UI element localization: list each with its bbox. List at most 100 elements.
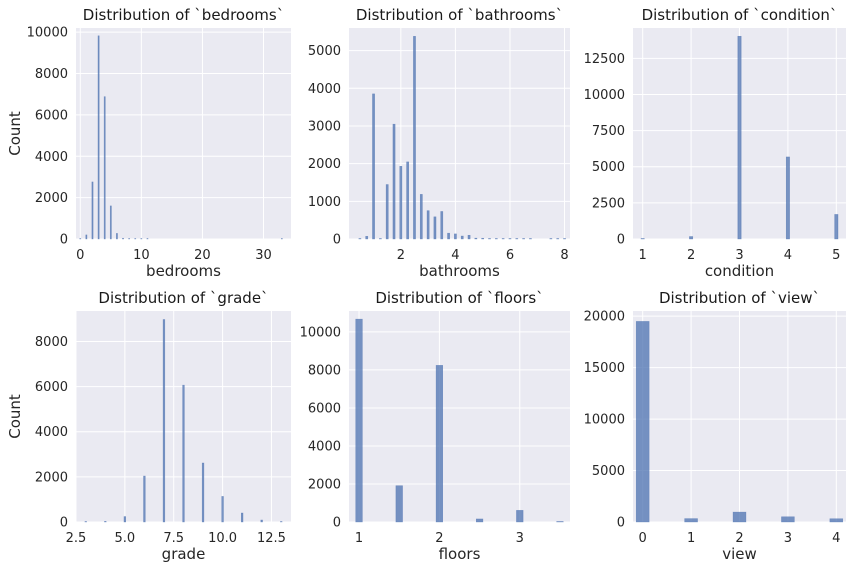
x-tick-label: 0: [639, 531, 647, 546]
histogram-bar: [556, 238, 560, 240]
histogram-bar: [556, 521, 564, 523]
histogram-bar: [785, 156, 790, 240]
chart-panel-5: 1 2 3 0 2000 4000 6000 8000 10000 Distribution of…: [300, 289, 570, 563]
y-tick-label: 2500: [592, 196, 625, 211]
y-tick-label: 5000: [592, 160, 625, 175]
histogram-bar: [494, 238, 498, 240]
histogram-bar: [435, 365, 443, 523]
histogram-bar: [116, 233, 118, 240]
y-tick-label: 2000: [308, 477, 341, 492]
chart-panel-1: 0 10 20 30 0 2000 4000 6000 8000 10000 Distributio…: [6, 6, 291, 280]
histogram-bar: [358, 238, 362, 240]
chart-panel-4: 2.5 5.0 7.5 10.0 12.5 0 2000 4000 6000 8000 Distri…: [6, 289, 291, 563]
histogram-bar: [134, 238, 137, 240]
chart-title: Distribution of `condition`: [642, 6, 838, 24]
histogram-bar: [123, 516, 126, 523]
chart-panel-2: 2 4 6 8 0 1000 2000 3000 4000 5000 Distribution of…: [308, 6, 570, 280]
histogram-bar: [433, 216, 437, 240]
histogram-bar: [829, 518, 844, 523]
x-tick-label: 4: [451, 248, 459, 263]
histogram-bar: [128, 238, 131, 240]
histogram-bar: [501, 238, 505, 240]
x-tick-label: 0: [76, 248, 84, 263]
histogram-bar: [732, 511, 747, 523]
histogram-bar: [737, 35, 742, 240]
histogram-bar: [406, 161, 410, 240]
y-tick-label: 20000: [584, 310, 625, 325]
histogram-bar: [834, 214, 839, 240]
y-tick-label: 10000: [300, 325, 341, 340]
histogram-bar: [104, 521, 107, 523]
histogram-bar: [379, 238, 382, 240]
y-tick-label: 5000: [592, 464, 625, 479]
histogram-bar: [454, 233, 457, 240]
y-tick-label: 2000: [35, 191, 68, 206]
x-tick-label: 3: [735, 248, 743, 263]
plot-area: [76, 28, 291, 239]
x-tick-label: 6: [506, 248, 514, 263]
histogram-bar: [109, 205, 112, 240]
histogram-bar: [689, 236, 694, 240]
x-tick-label: 1: [639, 248, 647, 263]
y-tick-label: 1000: [308, 195, 341, 210]
histogram-bar: [474, 237, 478, 240]
x-axis-label: grade: [162, 545, 206, 563]
y-tick-label: 2000: [35, 470, 68, 485]
histogram-bar: [103, 96, 106, 240]
histogram-bar: [413, 36, 416, 240]
x-axis-label: bathrooms: [419, 262, 500, 280]
histogram-bar: [280, 238, 283, 240]
y-tick-label: 4000: [35, 150, 68, 165]
y-tick-label: 8000: [35, 335, 68, 350]
histogram-bar: [97, 35, 100, 240]
x-tick-label: 10: [133, 248, 150, 263]
histogram-bar: [162, 319, 166, 523]
y-tick-label: 0: [60, 233, 68, 248]
histogram-bar: [395, 485, 403, 523]
y-axis-label: Count: [6, 394, 24, 439]
x-tick-label: 4: [832, 531, 840, 546]
y-tick-label: 10000: [584, 413, 625, 428]
histogram-bar: [508, 238, 512, 240]
histogram-bar: [260, 519, 263, 523]
x-tick-label: 12.5: [257, 531, 286, 546]
x-tick-label: 4: [784, 248, 792, 263]
y-tick-label: 12500: [584, 52, 625, 67]
histogram-bar: [635, 321, 650, 523]
histogram-bar: [79, 238, 82, 240]
histogram-bar: [476, 518, 484, 523]
x-tick-label: 2: [735, 531, 743, 546]
y-tick-label: 10000: [27, 26, 68, 41]
histogram-bar: [241, 512, 244, 523]
histogram-bar: [146, 238, 149, 240]
histogram-bar: [355, 318, 363, 523]
y-tick-label: 5000: [308, 44, 341, 59]
histogram-bar: [426, 210, 430, 240]
histogram-bar: [447, 232, 450, 240]
y-tick-label: 4000: [308, 82, 341, 97]
y-tick-label: 15000: [584, 361, 625, 376]
x-tick-label: 30: [255, 248, 272, 263]
y-tick-label: 6000: [308, 401, 341, 416]
plot-area: [349, 28, 570, 239]
histogram-bar: [84, 521, 87, 523]
y-tick-label: 8000: [35, 67, 68, 82]
histogram-bar: [365, 236, 369, 240]
x-tick-label: 2.5: [66, 531, 87, 546]
y-tick-label: 0: [617, 516, 625, 531]
histogram-bar: [781, 516, 795, 523]
y-tick-label: 0: [333, 233, 341, 248]
histogram-bar: [201, 462, 205, 523]
chart-title: Distribution of `floors`: [375, 289, 543, 307]
histogram-bar: [488, 238, 491, 240]
histogram-bar: [143, 475, 146, 523]
x-tick-label: 10.0: [208, 531, 237, 546]
x-tick-label: 2: [397, 248, 405, 263]
histogram-bar: [563, 238, 566, 240]
chart-panel-6: 0 1 2 3 4 0 5000 10000 15000 20000 Distribution of…: [584, 289, 846, 563]
histogram-bar: [221, 496, 224, 523]
histogram-bar: [481, 237, 485, 240]
histogram-bar: [529, 238, 532, 240]
x-tick-label: 5: [832, 248, 840, 263]
